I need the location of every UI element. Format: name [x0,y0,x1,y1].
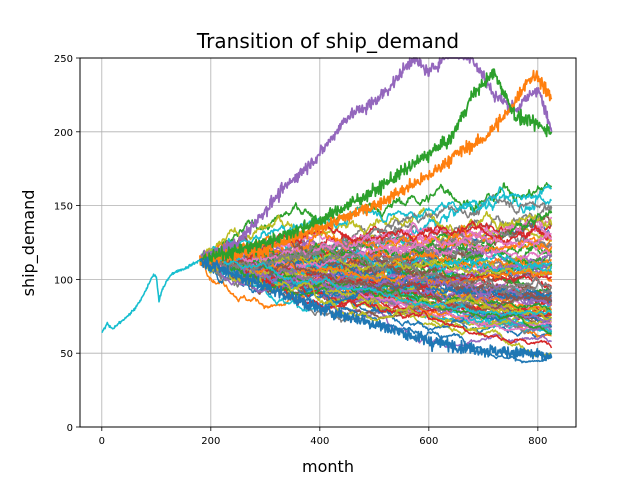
history-line [101,259,201,333]
forecast-extreme-path [199,69,553,269]
y-tick-label: 250 [54,54,73,65]
y-tick-label: 150 [54,202,73,213]
forecast-path [199,258,553,317]
forecast-extreme-path [199,57,553,263]
forecast-extreme-path [199,256,553,362]
x-tick-label: 400 [310,436,329,447]
y-tick-label: 50 [60,349,73,360]
x-axis-label: month [302,457,354,476]
plot-area-frame [79,57,577,428]
forecast-path [199,255,553,307]
y-tick-label: 200 [54,128,73,139]
forecast-extreme-path [199,68,553,264]
x-tick-label: 200 [201,436,220,447]
y-axis-label: ship_demand [19,190,39,297]
y-tick-label: 100 [54,275,73,286]
x-tick-label: 0 [99,436,105,447]
forecast-path [199,207,553,261]
x-tick-label: 600 [419,436,438,447]
x-tick-label: 800 [528,436,547,447]
forecast-path [199,253,553,285]
chart-title: Transition of ship_demand [196,29,459,53]
plot-lines [101,57,553,364]
forecast-path [199,233,553,265]
axis-ticks: 0 200 400 600 800 0 50 100 150 200 250 [54,54,547,447]
y-tick-label: 0 [67,423,73,434]
forecast-path [199,186,553,261]
